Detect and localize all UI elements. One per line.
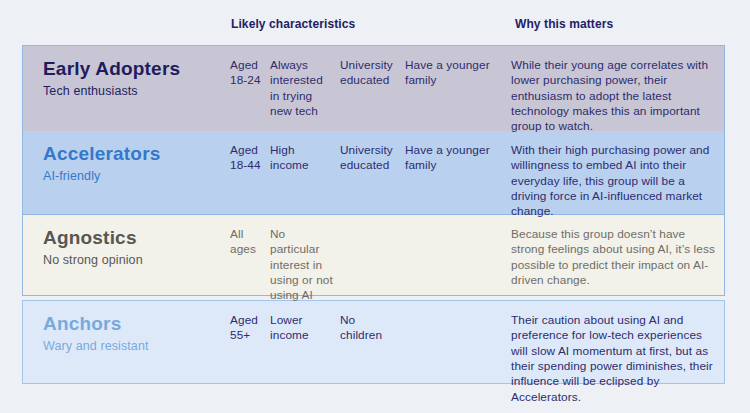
- audience-segments-table: Early Adopters Tech enthusiasts Aged 18-…: [22, 45, 725, 384]
- characteristic-children: No children: [340, 301, 405, 405]
- characteristic-empty: [405, 215, 511, 304]
- characteristic-interest: No particular interest in using or not u…: [270, 215, 340, 304]
- segment-subtitle: Wary and resistant: [43, 339, 220, 353]
- characteristic-family: Have a younger family: [405, 46, 511, 135]
- characteristic-income: High income: [270, 131, 340, 220]
- characteristic-income: Lower income: [270, 301, 340, 405]
- segment-row-accelerators: Accelerators AI-friendly Aged 18-44 High…: [23, 131, 724, 215]
- characteristic-age: All ages: [230, 215, 270, 304]
- characteristic-age: Aged 18-24: [230, 46, 270, 135]
- characteristic-interest: Always interested in trying new tech: [270, 46, 340, 135]
- segment-title: Agnostics: [43, 227, 220, 249]
- column-header-why-this-matters: Why this matters: [515, 17, 613, 31]
- segment-name-cell: Agnostics No strong opinion: [23, 215, 230, 304]
- characteristic-age: Aged 18-44: [230, 131, 270, 220]
- segment-name-cell: Anchors Wary and resistant: [23, 301, 230, 405]
- characteristic-education: University educated: [340, 131, 405, 220]
- characteristic-empty: [405, 301, 511, 405]
- segment-subtitle: No strong opinion: [43, 253, 220, 267]
- why-this-matters-cell: Because this group doesn’t have strong f…: [511, 215, 724, 304]
- segment-title: Accelerators: [43, 143, 220, 165]
- characteristic-family: Have a younger family: [405, 131, 511, 220]
- segment-row-agnostics: Agnostics No strong opinion All ages No …: [23, 215, 724, 295]
- characteristic-education: University educated: [340, 46, 405, 135]
- column-header-likely-characteristics: Likely characteristics: [231, 17, 355, 31]
- segment-subtitle: Tech enthusiasts: [43, 84, 220, 98]
- characteristic-empty: [340, 215, 405, 304]
- segment-row-early-adopters: Early Adopters Tech enthusiasts Aged 18-…: [23, 46, 724, 131]
- segment-name-cell: Accelerators AI-friendly: [23, 131, 230, 220]
- why-this-matters-cell: Their caution about using AI and prefere…: [511, 301, 724, 405]
- segment-title: Anchors: [43, 313, 220, 335]
- characteristic-age: Aged 55+: [230, 301, 270, 405]
- segment-name-cell: Early Adopters Tech enthusiasts: [23, 46, 230, 135]
- segment-subtitle: AI-friendly: [43, 169, 220, 183]
- why-this-matters-cell: With their high purchasing power and wil…: [511, 131, 724, 220]
- why-this-matters-cell: While their young age correlates with lo…: [511, 46, 724, 135]
- segment-title: Early Adopters: [43, 58, 220, 80]
- segment-row-anchors: Anchors Wary and resistant Aged 55+ Lowe…: [22, 300, 725, 384]
- segments-group: Early Adopters Tech enthusiasts Aged 18-…: [22, 45, 725, 296]
